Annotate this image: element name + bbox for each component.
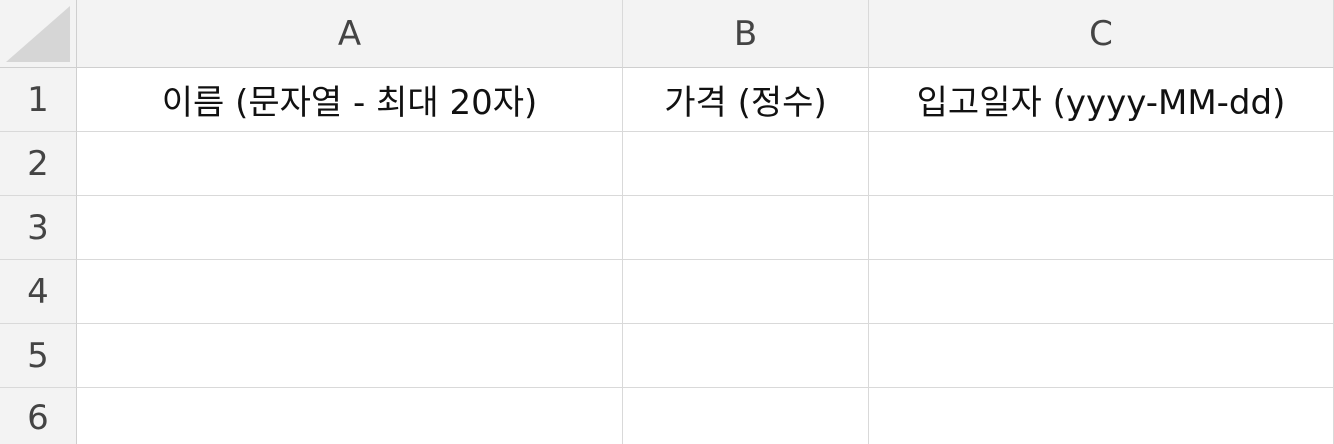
row-header-3[interactable]: 3 [0,196,77,260]
column-header-a[interactable]: A [77,0,623,68]
row-header-5[interactable]: 5 [0,324,77,388]
cell-b5[interactable] [623,324,869,388]
cell-b6[interactable] [623,388,869,444]
cell-c2[interactable] [869,132,1334,196]
cell-b4[interactable] [623,260,869,324]
cell-a1[interactable]: 이름 (문자열 - 최대 20자) [77,68,623,132]
column-header-b[interactable]: B [623,0,869,68]
cell-a6[interactable] [77,388,623,444]
cell-a2[interactable] [77,132,623,196]
row-header-1[interactable]: 1 [0,68,77,132]
cell-c4[interactable] [869,260,1334,324]
cell-a3[interactable] [77,196,623,260]
select-all-corner[interactable] [0,0,77,68]
cell-b1[interactable]: 가격 (정수) [623,68,869,132]
cell-c3[interactable] [869,196,1334,260]
row-header-4[interactable]: 4 [0,260,77,324]
cell-c6[interactable] [869,388,1334,444]
cell-a5[interactable] [77,324,623,388]
cell-b2[interactable] [623,132,869,196]
cell-a4[interactable] [77,260,623,324]
select-all-triangle-icon [6,6,70,62]
row-header-6[interactable]: 6 [0,388,77,444]
cell-b3[interactable] [623,196,869,260]
cell-c5[interactable] [869,324,1334,388]
column-header-c[interactable]: C [869,0,1334,68]
row-header-2[interactable]: 2 [0,132,77,196]
cell-c1[interactable]: 입고일자 (yyyy-MM-dd) [869,68,1334,132]
